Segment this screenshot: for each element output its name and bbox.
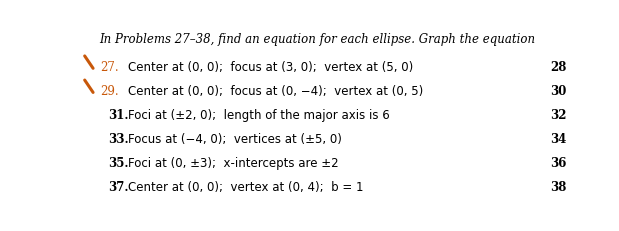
Text: 30: 30 bbox=[550, 84, 566, 97]
Text: 27.: 27. bbox=[100, 60, 119, 73]
Text: Center at (0, 0);  focus at (0, −4);  vertex at (0, 5): Center at (0, 0); focus at (0, −4); vert… bbox=[128, 84, 423, 97]
Text: 36: 36 bbox=[550, 156, 566, 169]
Text: Focus at (−4, 0);  vertices at (±5, 0): Focus at (−4, 0); vertices at (±5, 0) bbox=[128, 132, 342, 145]
Text: 34: 34 bbox=[550, 132, 566, 145]
Text: Foci at (0, ±3);  x-intercepts are ±2: Foci at (0, ±3); x-intercepts are ±2 bbox=[128, 156, 339, 169]
Text: 37.: 37. bbox=[108, 180, 129, 193]
Text: Center at (0, 0);  focus at (3, 0);  vertex at (5, 0): Center at (0, 0); focus at (3, 0); verte… bbox=[128, 60, 413, 73]
Text: 28: 28 bbox=[550, 60, 566, 73]
Text: 35.: 35. bbox=[108, 156, 129, 169]
Text: 33.: 33. bbox=[108, 132, 129, 145]
Text: 31.: 31. bbox=[108, 108, 129, 121]
Text: 38: 38 bbox=[550, 180, 566, 193]
Text: 29.: 29. bbox=[100, 84, 119, 97]
Text: Center at (0, 0);  vertex at (0, 4);  b = 1: Center at (0, 0); vertex at (0, 4); b = … bbox=[128, 180, 363, 193]
Text: Foci at (±2, 0);  length of the major axis is 6: Foci at (±2, 0); length of the major axi… bbox=[128, 108, 389, 121]
Text: In Problems 27–38, find an equation for each ellipse. Graph the equation: In Problems 27–38, find an equation for … bbox=[99, 33, 535, 46]
Text: 32: 32 bbox=[550, 108, 566, 121]
